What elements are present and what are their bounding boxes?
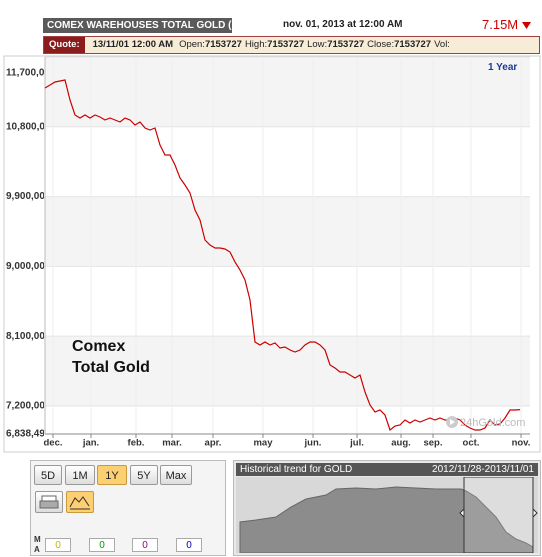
quote-field-name: Low: (307, 39, 328, 50)
quote-field-value: 7153727 (267, 39, 305, 50)
quote-fields: Open:7153727 High:7153727 Low:7153727 Close… (179, 39, 450, 50)
watermark-icon (450, 419, 455, 425)
navigator-handle[interactable] (459, 507, 465, 519)
annotation: Comex (72, 338, 125, 355)
quote-datetime: 13/11/01 12:00 AM (92, 39, 174, 50)
range-button[interactable]: 1Y (97, 465, 127, 485)
range-button[interactable]: 1M (65, 465, 95, 485)
navigator-range: 2012/11/28-2013/11/01 (432, 464, 534, 475)
range-button[interactable]: 5D (34, 465, 62, 485)
x-tick-label: sep. (423, 438, 442, 449)
quote-date: nov. 01, 2013 at 12:00 AM (283, 19, 403, 30)
x-tick-label: mar. (162, 438, 182, 449)
quote-field-value: 7153727 (394, 39, 432, 50)
y-tick-label: 10,800,000 (6, 121, 56, 132)
annotation: Total Gold (72, 359, 150, 376)
y-tick-label: 7,200,000 (6, 401, 51, 412)
navigator: Historical trend for GOLD 2012/11/28-2013… (233, 460, 541, 556)
ma-label: M (34, 535, 41, 544)
ma-label: A (34, 545, 40, 554)
x-tick-label: oct. (463, 438, 480, 449)
y-tick-label: 9,900,000 (6, 191, 51, 202)
x-tick-label: may (253, 438, 273, 449)
quote-field-value: 7153727 (327, 39, 365, 50)
chart-title: COMEX WAREHOUSES TOTAL GOLD (C (43, 18, 232, 33)
chart: dec. jan. feb. mar. apr. may jun. jul. aug. sep. o… (3, 55, 541, 453)
range-button[interactable]: Max (160, 465, 192, 485)
quote-label: Quote: (44, 37, 85, 53)
quote-field-name: High: (244, 39, 268, 50)
y-tick-label: 8,100,000 (6, 331, 51, 342)
print-button[interactable] (35, 491, 63, 513)
navigator-plot (236, 477, 538, 553)
navigator-handle[interactable] (532, 507, 538, 519)
controls: 5D 1M 1Y 5Y Max M A 0 0 0 0 (30, 460, 226, 556)
x-tick-label: jul. (349, 438, 364, 449)
range-link[interactable]: 1 Year (488, 62, 518, 73)
x-tick-label: dec. (43, 438, 62, 449)
navigator-window[interactable] (463, 477, 534, 553)
price-value: 7.15M (482, 17, 519, 32)
x-tick-label: jan. (82, 438, 99, 449)
indicator-button[interactable] (66, 491, 94, 513)
print-icon (39, 495, 59, 509)
ma-input[interactable]: 0 (176, 538, 202, 552)
quote-field-value: 7153727 (204, 39, 242, 50)
y-tick-label: 9,000,000 (6, 261, 51, 272)
x-tick-label: feb. (128, 438, 145, 449)
ma-input[interactable]: 0 (132, 538, 158, 552)
x-tick-label: aug. (391, 438, 411, 449)
price: 7.15M (482, 17, 531, 32)
grid-band (45, 57, 530, 127)
quote-field-name: Vol: (434, 39, 450, 50)
ma-input[interactable]: 0 (45, 538, 71, 552)
x-tick-label: apr. (205, 438, 222, 449)
y-tick-label: 6,838,495 (6, 429, 51, 440)
quote-field-name: Open: (179, 39, 205, 50)
range-button[interactable]: 5Y (130, 465, 158, 485)
navigator-area (239, 486, 534, 553)
quote-field-name: Close: (367, 39, 395, 50)
ma-input[interactable]: 0 (89, 538, 115, 552)
grid-band (45, 196, 530, 267)
quote-bar: Quote: 13/11/01 12:00 AM Open:7153727 High:… (43, 36, 540, 54)
indicator-icon (69, 496, 90, 510)
watermark: 24hGold.com (460, 417, 525, 429)
data-line (44, 79, 521, 432)
x-tick-label: jun. (304, 438, 322, 449)
y-tick-label: 11,700,000 (6, 68, 56, 79)
navigator-title: Historical trend for GOLD (240, 464, 353, 475)
down-arrow (521, 22, 531, 29)
navigator-bar: Historical trend for GOLD 2012/11/28-2013… (236, 463, 538, 476)
x-tick-label: nov. (512, 438, 531, 449)
